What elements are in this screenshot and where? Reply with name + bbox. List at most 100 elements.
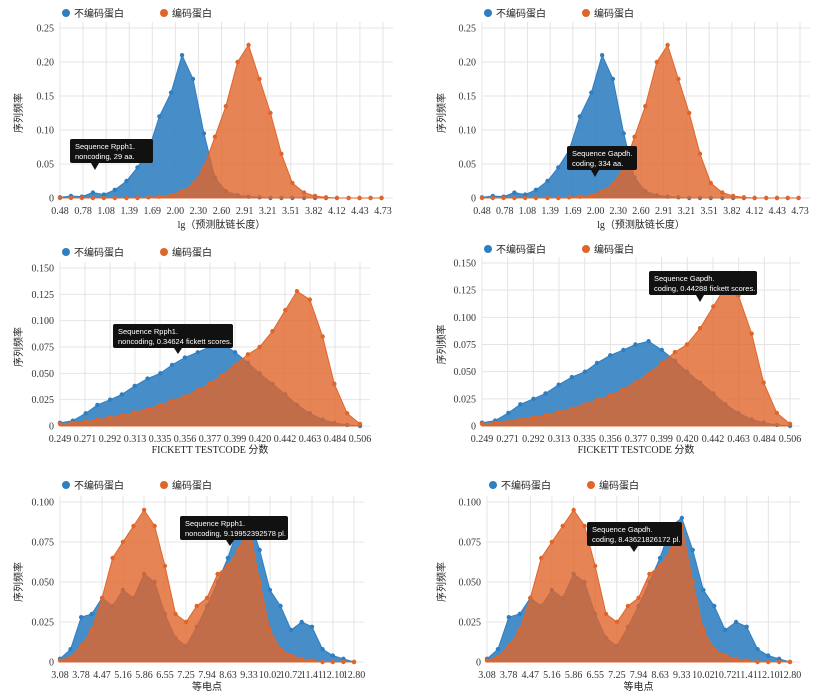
- data-point: [194, 603, 199, 609]
- data-point: [379, 195, 384, 201]
- tooltip: Sequence Gapdh.coding, 8.43621826172 pl.: [587, 522, 682, 552]
- data-point: [647, 571, 652, 577]
- data-point: [672, 349, 678, 355]
- data-point: [309, 658, 315, 663]
- data-point: [90, 195, 96, 201]
- legend-label-noncoding[interactable]: 不编码蛋白: [501, 479, 551, 492]
- data-point: [225, 555, 231, 561]
- legend-marker-noncoding[interactable]: [62, 481, 70, 489]
- data-point: [633, 380, 638, 385]
- data-point: [169, 398, 175, 403]
- y-tick-label: 0.025: [32, 395, 55, 406]
- legend-marker-noncoding[interactable]: [489, 481, 497, 489]
- legend-marker-coding[interactable]: [160, 9, 168, 17]
- x-tick-label: 3.08: [51, 670, 69, 681]
- data-point: [625, 603, 631, 609]
- data-point: [299, 619, 304, 625]
- data-point: [787, 659, 793, 665]
- data-point: [107, 397, 113, 402]
- chart-panel-6: 0 0.025 0.050 0.075 0.100 3.08 3.78 4.47 5.16 5.8…: [435, 479, 801, 693]
- legend-marker-coding[interactable]: [160, 481, 168, 489]
- x-tick-label: 2.00: [167, 206, 185, 217]
- data-point: [528, 595, 533, 601]
- x-tick-label: 10.02: [692, 670, 715, 681]
- data-point: [257, 76, 262, 82]
- data-point: [744, 658, 749, 663]
- legend-label-noncoding[interactable]: 不编码蛋白: [74, 7, 124, 20]
- data-point: [654, 59, 660, 65]
- data-point: [657, 563, 663, 569]
- data-point: [119, 392, 125, 397]
- y-tick-label: 0.050: [459, 578, 482, 589]
- x-tick-label: 9.33: [240, 670, 258, 681]
- data-point: [132, 383, 137, 389]
- legend-marker-coding[interactable]: [582, 245, 590, 253]
- data-point: [341, 659, 346, 665]
- legend-marker-noncoding[interactable]: [62, 9, 70, 17]
- legend-label-noncoding[interactable]: 不编码蛋白: [496, 7, 546, 20]
- data-point: [232, 350, 238, 355]
- x-tick-label: 4.47: [93, 670, 111, 681]
- x-tick-label: 8.63: [651, 670, 669, 681]
- x-tick-label: 2.91: [655, 206, 673, 217]
- x-axis-label: lg（预测肽链长度）: [597, 218, 685, 231]
- legend-marker-noncoding[interactable]: [484, 245, 492, 253]
- data-point: [679, 515, 685, 521]
- legend-label-noncoding[interactable]: 不编码蛋白: [74, 246, 124, 259]
- x-tick-label: 1.39: [120, 206, 138, 217]
- data-point: [124, 195, 129, 201]
- data-point: [330, 659, 336, 665]
- data-point: [95, 402, 100, 408]
- data-point: [761, 380, 766, 385]
- tooltip-line-2: coding, 334 aa.: [572, 159, 623, 168]
- legend-label-coding[interactable]: 编码蛋白: [594, 7, 634, 20]
- tooltip-line-1: Sequence Rpph1.: [75, 142, 135, 151]
- y-tick-label: 0.25: [459, 24, 477, 35]
- data-point: [207, 381, 212, 387]
- legend-marker-coding[interactable]: [587, 481, 595, 489]
- legend-label-noncoding[interactable]: 不编码蛋白: [496, 243, 546, 256]
- data-point: [531, 415, 536, 420]
- data-point: [235, 59, 240, 65]
- data-point: [512, 195, 517, 201]
- data-point: [697, 326, 703, 331]
- x-tick-label: 3.82: [305, 206, 323, 217]
- data-point: [621, 131, 626, 136]
- y-tick-label: 0.100: [454, 313, 477, 324]
- data-point: [684, 342, 690, 347]
- data-point: [506, 643, 512, 649]
- x-tick-label: 11.41: [301, 670, 323, 681]
- y-tick-label: 0.20: [37, 58, 55, 69]
- legend-label-noncoding[interactable]: 不编码蛋白: [74, 479, 124, 492]
- legend-label-coding[interactable]: 编码蛋白: [172, 7, 212, 20]
- y-tick-label: 0.05: [37, 160, 55, 171]
- data-point: [101, 192, 107, 197]
- data-point: [722, 653, 728, 658]
- legend-marker-coding[interactable]: [160, 248, 168, 256]
- legend-marker-noncoding[interactable]: [484, 9, 492, 17]
- x-tick-label: 0.249: [471, 434, 494, 445]
- data-point: [556, 195, 561, 201]
- x-tick-label: 10.72: [714, 670, 737, 681]
- data-point: [621, 386, 626, 392]
- tooltip: Sequence Rpph1.noncoding, 29 aa.: [70, 139, 153, 170]
- data-point: [543, 412, 548, 418]
- x-tick-label: 4.73: [374, 206, 392, 217]
- legend-label-coding[interactable]: 编码蛋白: [599, 479, 639, 492]
- data-point: [112, 187, 118, 193]
- data-point: [522, 192, 528, 197]
- data-point: [763, 195, 769, 201]
- data-point: [741, 195, 747, 200]
- data-point: [495, 647, 501, 652]
- data-point: [733, 656, 739, 661]
- legend-label-coding[interactable]: 编码蛋白: [594, 243, 634, 256]
- legend-label-coding[interactable]: 编码蛋白: [172, 479, 212, 492]
- data-point: [212, 134, 218, 139]
- x-tick-label: 0.356: [174, 434, 197, 445]
- legend-marker-noncoding[interactable]: [62, 248, 70, 256]
- legend-marker-coding[interactable]: [582, 9, 590, 17]
- data-point: [518, 417, 523, 422]
- legend-label-coding[interactable]: 编码蛋白: [172, 246, 212, 259]
- x-tick-label: 0.48: [51, 206, 69, 217]
- x-tick-label: 3.21: [678, 206, 696, 217]
